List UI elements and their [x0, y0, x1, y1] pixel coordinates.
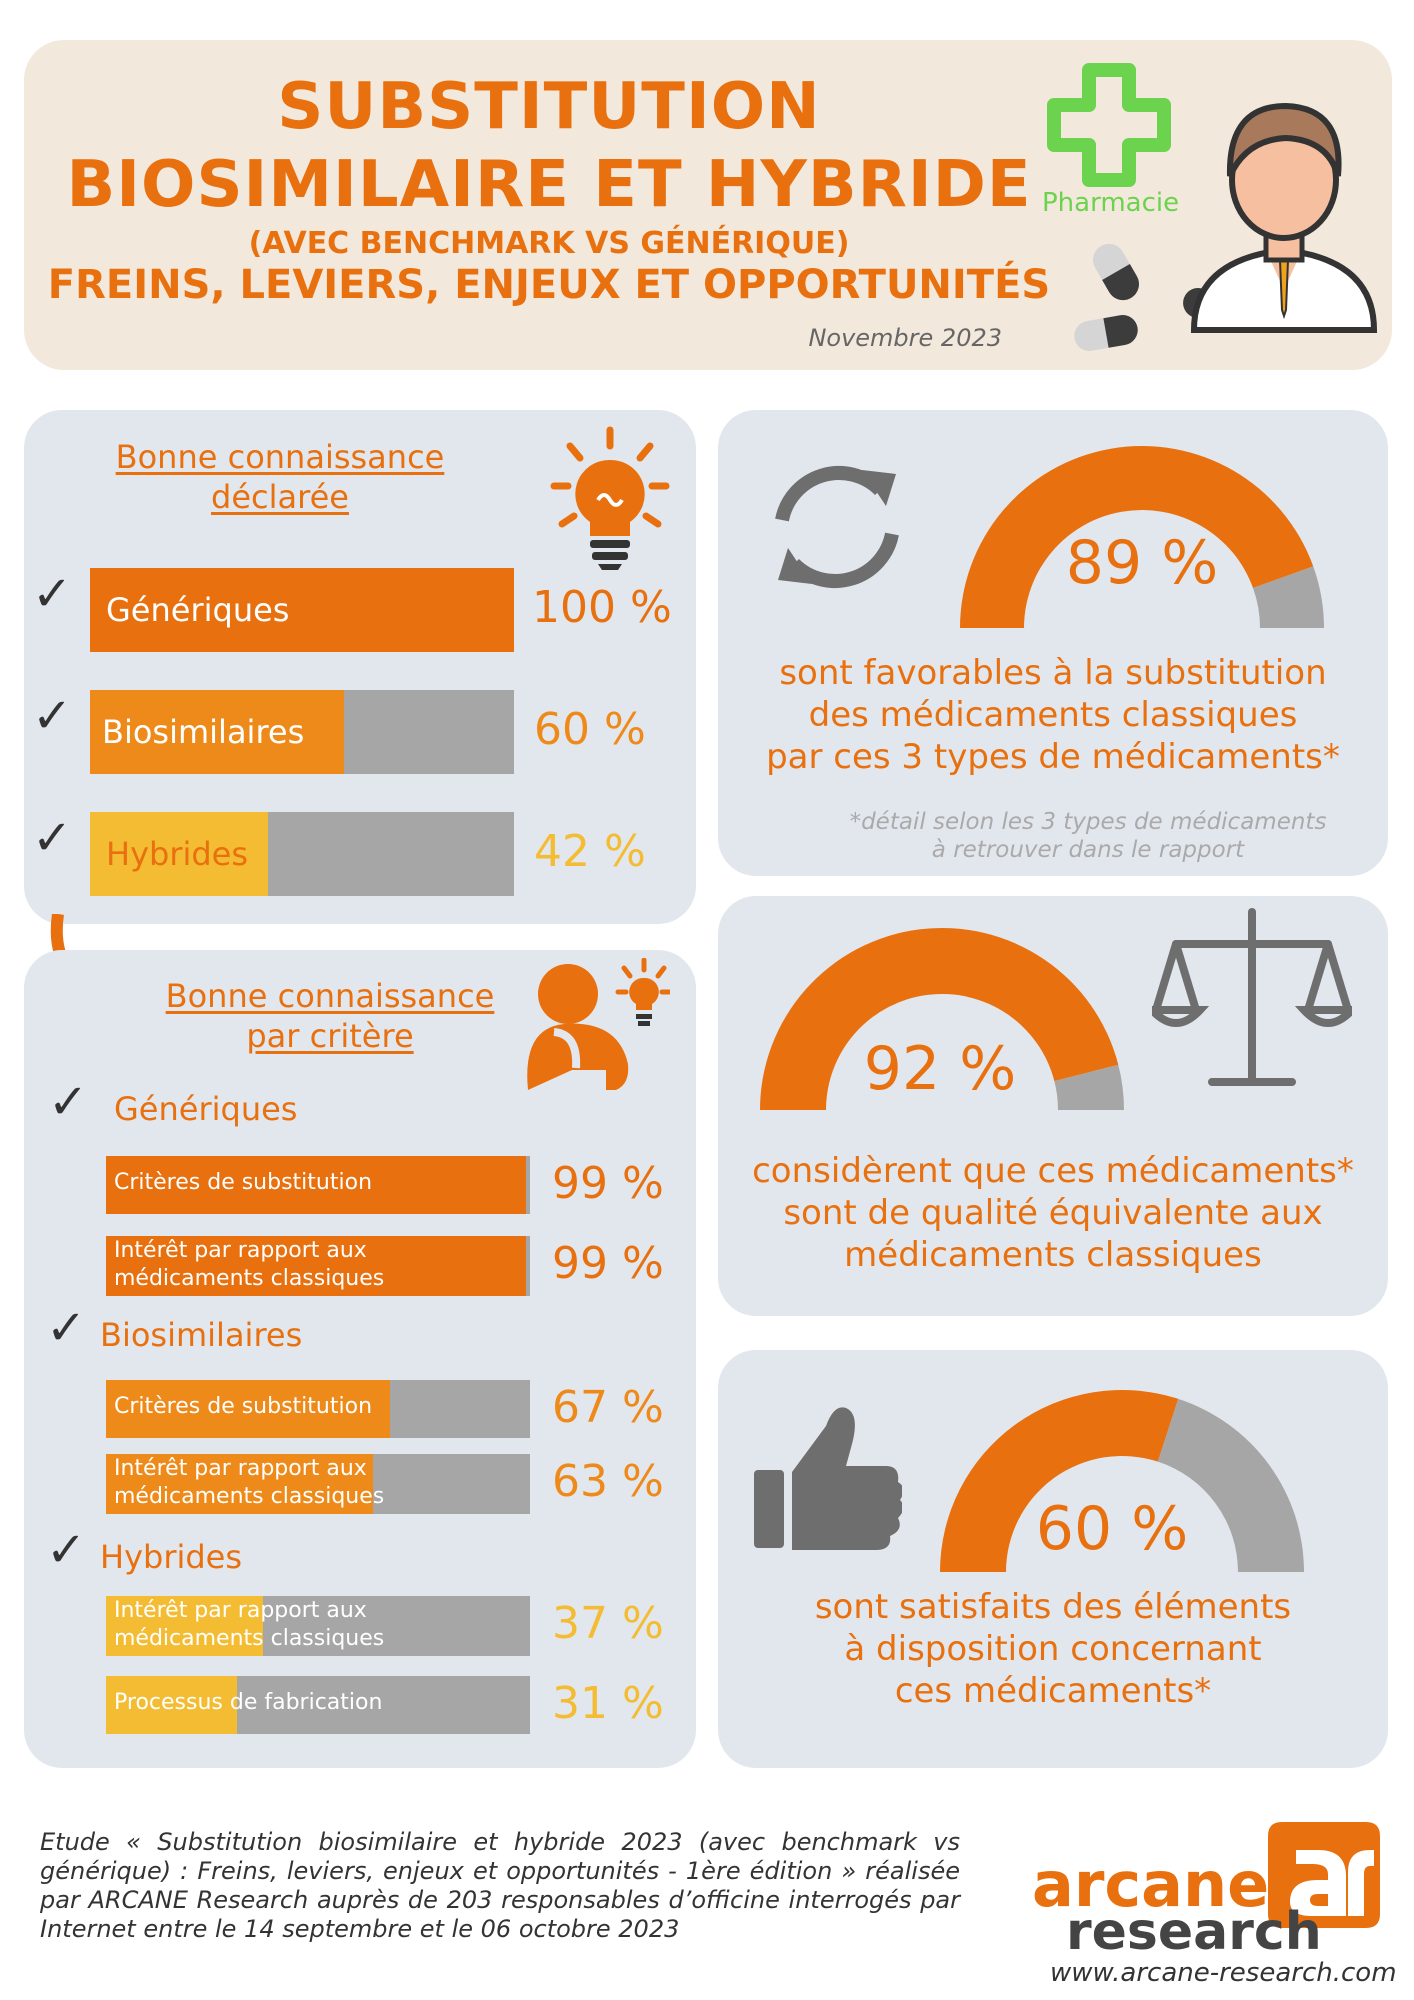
criteria-heading-line-2: par critère	[246, 1017, 414, 1055]
quality-gauge	[760, 928, 1124, 1110]
gauge-remainder-arc	[1253, 566, 1324, 628]
criteria-bar-label: Critères de substitution	[114, 1170, 373, 1195]
criteria-group-label: Génériques	[114, 1090, 298, 1128]
balance-scale-icon	[1152, 908, 1352, 1086]
criteria-bar-fill	[106, 1676, 238, 1734]
criteria-bar-label-line-2: médicaments classiques	[114, 1626, 385, 1651]
criteria-bar-fill	[106, 1596, 263, 1656]
pharmacy-cross-icon	[1047, 63, 1171, 187]
favorable-text-line-2: des médicaments classiques	[808, 695, 1298, 735]
criteria-bar-value: 31 %	[552, 1678, 664, 1729]
knowledge-bar-label: Génériques	[106, 591, 290, 629]
gauge-remainder-arc	[1157, 1398, 1304, 1572]
knowledge-bar-value: 60 %	[534, 704, 646, 755]
criteria-bar-track: Intérêt par rapport aux médicaments class…	[106, 1454, 530, 1514]
criteria-bar-value: 99 %	[552, 1158, 664, 1209]
knowledge-bar-value: 42 %	[534, 826, 646, 877]
title-line-2: BIOSIMILAIRE ET HYBRIDE	[66, 148, 1032, 222]
knowledge-check-icon: ✓	[32, 688, 73, 744]
knowledge-bar-track: Génériques	[90, 568, 514, 652]
criteria-bar-label-line-2: médicaments classiques	[114, 1484, 385, 1509]
satisfied-gauge	[940, 1390, 1304, 1572]
knowledge-heading-line-1: Bonne connaissance	[115, 438, 445, 476]
quality-gauge-value: 92 %	[863, 1034, 1017, 1104]
satisfied-text-line-2: à disposition concernant	[844, 1629, 1262, 1669]
criteria-bar-label-line-1: Intérêt par rapport aux	[114, 1598, 367, 1623]
thumbs-up-icon	[754, 1407, 902, 1550]
criteria-bar-label: Critères de substitution	[114, 1394, 373, 1419]
criteria-bar-track: Intérêt par rapport aux médicaments class…	[106, 1236, 530, 1296]
criteria-bar-fill	[106, 1236, 526, 1296]
knowledge-bar-track: Biosimilaires	[90, 690, 514, 774]
knowledge-bar-label: Biosimilaires	[102, 713, 305, 751]
favorable-gauge	[960, 446, 1324, 628]
knowledge-bar-fill	[90, 812, 269, 896]
quality-text-line-3: médicaments classiques	[844, 1235, 1262, 1275]
criteria-bar-label: Processus de fabrication	[114, 1690, 383, 1715]
favorable-gauge-value: 89 %	[1065, 528, 1219, 598]
knowledge-bar-label: Hybrides	[106, 835, 249, 873]
refresh-arrows-icon	[775, 466, 899, 588]
criteria-check-icon: ✓	[46, 1300, 87, 1356]
criteria-check-icon: ✓	[48, 1074, 89, 1130]
footnote-line-1: *détail selon les 3 types de médicaments	[849, 809, 1327, 835]
research-logo-text: research	[1066, 1902, 1322, 1962]
thinking-person-icon	[527, 958, 670, 1090]
gauge-remainder-arc	[1054, 1064, 1124, 1110]
satisfied-gauge-value: 60 %	[1035, 1494, 1189, 1564]
study-description: Etude « Substitution biosimilaire et hyb…	[40, 1828, 960, 1943]
knowledge-check-icon: ✓	[32, 810, 73, 866]
criteria-check-icon: ✓	[46, 1522, 87, 1578]
criteria-bar-label-line-1: Intérêt par rapport aux	[114, 1456, 367, 1481]
gauge-value-arc	[940, 1390, 1179, 1572]
website-link[interactable]: www.arcane-research.com	[1050, 1958, 1397, 1988]
publication-date: Novembre 2023	[808, 324, 1002, 352]
knowledge-bar-value: 100 %	[532, 582, 672, 633]
criteria-bar-label-line-2: médicaments classiques	[114, 1266, 385, 1291]
criteria-bar-track: Processus de fabrication	[106, 1676, 530, 1734]
arcane-logo-text: arcane	[1032, 1848, 1270, 1921]
gauge-value-arc	[760, 928, 1119, 1110]
lightbulb-icon	[550, 426, 670, 570]
knowledge-bar-track: Hybrides	[90, 812, 514, 896]
pharmacy-label: Pharmacie	[1042, 188, 1180, 218]
title-line-3: (AVEC BENCHMARK VS GÉNÉRIQUE)	[248, 226, 850, 261]
criteria-bar-label-line-1: Intérêt par rapport aux	[114, 1238, 367, 1263]
criteria-group-label: Biosimilaires	[100, 1316, 303, 1354]
arcane-logo-mark	[1268, 1822, 1380, 1928]
favorable-footnote: *détail selon les 3 types de médicaments…	[828, 808, 1348, 864]
favorable-text-line-1: sont favorables à la substitution	[779, 653, 1327, 693]
satisfied-text-line-1: sont satisfaits des éléments	[814, 1587, 1292, 1627]
criteria-bar-fill	[106, 1454, 374, 1514]
header-banner: SUBSTITUTION BIOSIMILAIRE ET HYBRIDE (AV…	[24, 40, 1392, 370]
satisfied-text-line-3: ces médicaments*	[894, 1671, 1212, 1711]
quality-text-line-1: considèrent que ces médicaments*	[752, 1151, 1354, 1191]
criteria-bar-track: Critères de substitution	[106, 1380, 530, 1438]
criteria-bar-track: Critères de substitution	[106, 1156, 530, 1214]
criteria-bar-value: 67 %	[552, 1382, 664, 1433]
criteria-bar-value: 63 %	[552, 1456, 664, 1507]
criteria-bar-track: Intérêt par rapport aux médicaments class…	[106, 1596, 530, 1656]
quality-text-line-2: sont de qualité équivalente aux	[783, 1193, 1323, 1233]
knowledge-bar-fill	[90, 568, 514, 652]
title-line-4: FREINS, LEVIERS, ENJEUX ET OPPORTUNITÉS	[47, 262, 1051, 308]
criteria-group-label: Hybrides	[100, 1538, 243, 1576]
pharmacist-avatar-icon	[1190, 102, 1378, 333]
knowledge-bar-fill	[90, 690, 345, 774]
criteria-bar-value: 99 %	[552, 1238, 664, 1289]
footnote-line-2: à retrouver dans le rapport	[931, 837, 1245, 863]
favorable-text-line-3: par ces 3 types de médicaments*	[766, 737, 1340, 777]
criteria-bar-fill	[106, 1380, 391, 1438]
criteria-heading-line-1: Bonne connaissance	[165, 977, 495, 1015]
knowledge-heading-line-2: déclarée	[211, 478, 349, 516]
knowledge-check-icon: ✓	[32, 566, 73, 622]
title-line-1: SUBSTITUTION	[277, 70, 821, 144]
criteria-bar-fill	[106, 1156, 526, 1214]
gauge-value-arc	[960, 446, 1314, 628]
criteria-bar-value: 37 %	[552, 1598, 664, 1649]
